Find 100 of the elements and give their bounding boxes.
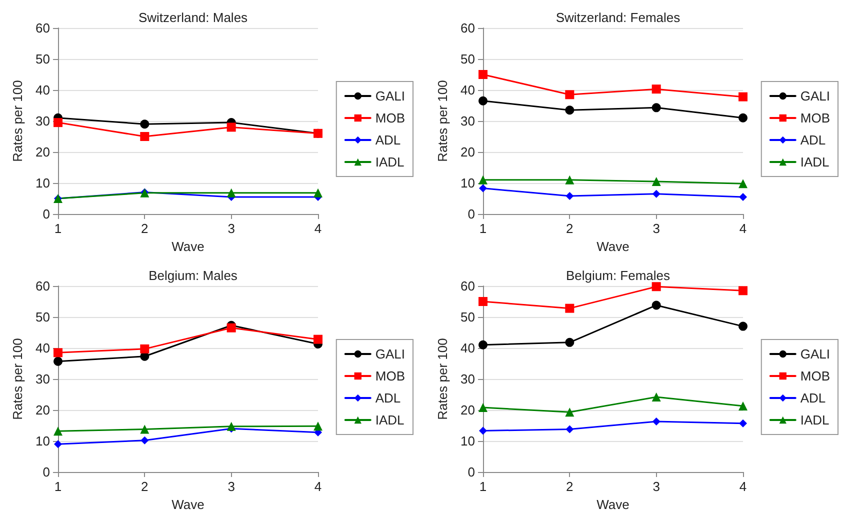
y-tick-label: 10 <box>36 176 50 190</box>
point <box>738 286 748 296</box>
point <box>140 344 150 354</box>
point <box>565 408 574 417</box>
y-tick-label: 20 <box>36 402 50 418</box>
y-axis-title: Rates per 100 <box>10 80 25 162</box>
point <box>478 340 488 350</box>
legend-label: MOB <box>800 110 830 126</box>
point <box>738 113 748 122</box>
point <box>54 348 62 358</box>
y-tick-label: 20 <box>36 144 50 160</box>
point <box>478 175 488 184</box>
point <box>565 175 574 184</box>
legend-label: MOB <box>375 110 405 126</box>
point <box>652 103 661 112</box>
y-tick-label: 60 <box>460 20 475 36</box>
point <box>738 92 748 102</box>
y-tick-label: 60 <box>36 278 50 294</box>
point <box>565 106 574 115</box>
point <box>566 192 574 200</box>
y-tick-label: 30 <box>36 114 50 128</box>
legend-label: MOB <box>800 368 830 384</box>
x-axis-title: Wave <box>172 496 204 512</box>
x-tick-label: 1 <box>54 221 62 236</box>
y-tick-label: 40 <box>36 340 50 356</box>
x-tick-label: 4 <box>314 221 322 236</box>
chart-title: Belgium: Males <box>148 268 238 283</box>
y-tick-label: 50 <box>460 52 475 66</box>
y-tick-label: 20 <box>460 402 475 418</box>
x-axis-title: Wave <box>596 238 630 254</box>
x-tick-label: 3 <box>652 221 660 236</box>
y-tick-label: 40 <box>460 82 475 98</box>
x-tick-label: 2 <box>141 479 148 494</box>
point <box>652 417 660 426</box>
point <box>140 132 150 141</box>
legend-label: IADL <box>800 412 830 428</box>
legend-label: MOB <box>375 368 405 384</box>
legend-label: ADL <box>375 390 401 406</box>
y-tick-label: 40 <box>460 340 475 356</box>
y-tick-label: 30 <box>460 114 475 128</box>
y-tick-label: 60 <box>460 278 475 294</box>
point <box>566 425 574 434</box>
y-tick-label: 30 <box>36 372 50 386</box>
x-tick-label: 4 <box>739 221 747 236</box>
point <box>738 322 748 331</box>
point <box>652 300 661 310</box>
chart-title: Switzerland: Females <box>556 10 681 25</box>
point <box>54 440 62 448</box>
legend-label: IADL <box>800 154 830 170</box>
point <box>739 192 747 201</box>
point <box>478 96 488 106</box>
point <box>738 401 748 410</box>
y-tick-label: 30 <box>460 372 475 386</box>
point <box>140 436 149 444</box>
y-tick-label: 50 <box>460 310 475 324</box>
point <box>739 419 747 428</box>
y-axis-title: Rates per 100 <box>10 338 25 420</box>
legend-label: ADL <box>800 132 826 148</box>
point <box>226 188 236 198</box>
y-tick-label: 40 <box>36 82 50 98</box>
y-tick-label: 50 <box>36 52 50 66</box>
y-tick-label: 50 <box>36 310 50 324</box>
y-axis-title: Rates per 100 <box>435 338 450 420</box>
point <box>140 424 150 434</box>
point <box>738 179 748 188</box>
x-tick-label: 3 <box>652 479 660 494</box>
legend-label: IADL <box>375 154 404 170</box>
legend-label: GALI <box>800 346 830 362</box>
legend-label: GALI <box>375 88 405 104</box>
x-tick-label: 3 <box>228 479 235 494</box>
x-axis-title: Wave <box>172 238 204 254</box>
point <box>478 297 488 306</box>
point <box>226 422 236 431</box>
x-tick-label: 4 <box>314 479 322 494</box>
point <box>478 70 488 79</box>
x-tick-label: 3 <box>228 221 235 236</box>
point <box>314 422 322 431</box>
y-tick-label: 20 <box>460 144 475 160</box>
point <box>314 334 322 344</box>
point <box>314 188 322 198</box>
point <box>479 184 487 192</box>
chart-title: Belgium: Females <box>566 268 671 283</box>
point <box>652 84 661 94</box>
point <box>54 426 62 436</box>
point <box>565 90 574 100</box>
point <box>565 304 574 313</box>
point <box>652 392 661 402</box>
y-tick-label: 0 <box>42 206 50 222</box>
x-tick-label: 2 <box>566 221 574 236</box>
point <box>479 426 487 435</box>
point <box>226 323 236 332</box>
point <box>54 118 62 128</box>
x-tick-label: 2 <box>141 221 148 236</box>
x-tick-label: 2 <box>566 479 574 494</box>
legend-label: GALI <box>375 346 405 362</box>
x-tick-label: 4 <box>739 479 747 494</box>
point <box>652 282 661 292</box>
point <box>652 190 660 198</box>
y-tick-label: 10 <box>460 176 475 190</box>
x-tick-label: 1 <box>479 221 487 236</box>
